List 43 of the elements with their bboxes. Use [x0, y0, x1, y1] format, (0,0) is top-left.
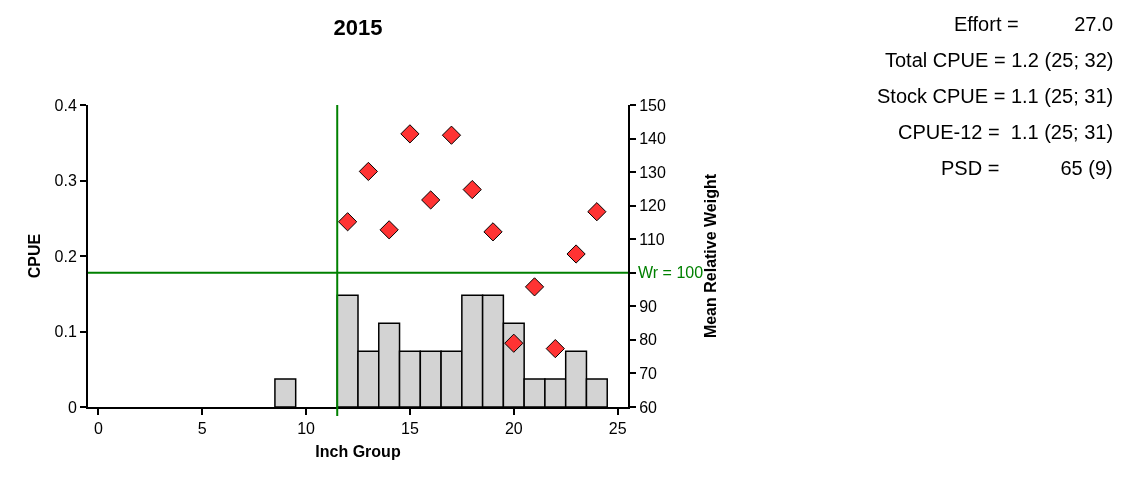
y2-tick-label: 150: [639, 96, 666, 114]
point: [587, 202, 607, 222]
ref-line-label: Wr = 100: [638, 264, 704, 281]
point: [338, 212, 358, 232]
text: CPUE-12 = 1.1 (25; 31): [898, 121, 1114, 143]
y-tick-label: 0.1: [54, 323, 77, 341]
x-axis-title: Inch Group: [315, 443, 401, 461]
point: [483, 222, 503, 242]
x-tick-label: 10: [297, 420, 316, 438]
y-tick-label: 0.3: [54, 172, 77, 190]
y-tick-label: 0.2: [54, 247, 77, 265]
point: [545, 339, 565, 359]
point: [524, 277, 545, 297]
y2-axis-title: Mean Relative Weight: [702, 173, 720, 339]
text: Stock CPUE = 1.1 (25; 31): [877, 85, 1114, 107]
point: [400, 124, 420, 144]
y-tick-label: 0.4: [54, 96, 77, 114]
point: [421, 190, 441, 210]
x-tick-label: 15: [401, 420, 419, 438]
y2-tick-label: 120: [639, 197, 666, 215]
text: Effort = 27.0: [954, 13, 1114, 35]
y2-tick-label: 110: [639, 230, 665, 248]
y2-tick-label: 80: [639, 331, 658, 349]
point: [379, 220, 399, 240]
y2-tick-label: 70: [639, 365, 658, 383]
text: PSD = 65 (9): [941, 157, 1113, 179]
x-tick-label: 25: [608, 420, 627, 438]
y2-tick-label: 130: [639, 163, 666, 181]
x-tick-label: 0: [93, 420, 103, 438]
chart-title: 2015: [333, 14, 383, 40]
y2-tick-label: 60: [639, 398, 658, 416]
point: [504, 333, 524, 353]
y-tick-label: 0: [67, 398, 77, 416]
y2-tick-label: 140: [639, 130, 666, 148]
point: [441, 125, 462, 145]
y-axis-title: CPUE: [25, 233, 43, 279]
point: [358, 161, 378, 182]
text: Total CPUE = 1.2 (25; 32): [885, 49, 1114, 71]
point: [462, 179, 482, 200]
point: [566, 244, 586, 264]
x-tick-label: 5: [197, 420, 207, 438]
x-tick-label: 20: [504, 420, 523, 438]
y2-tick-label: 90: [639, 297, 658, 315]
